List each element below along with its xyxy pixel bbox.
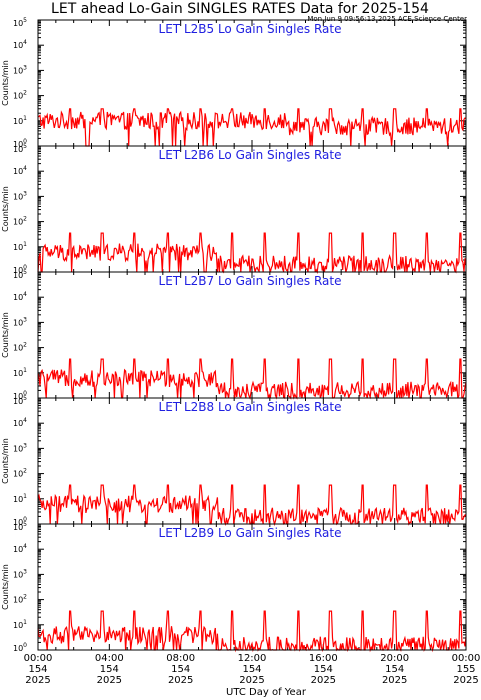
y-tick-label: 101 [13,241,27,252]
y-tick-label: 100 [13,264,27,275]
x-tick-label: 00:00 [24,653,53,664]
y-tick-label: 105 [13,17,27,28]
y-tick-label: 102 [13,216,27,227]
panel-5: 100 101 102 103 104 105 LET L2B9 Lo Gain Singl… [1,521,467,653]
panel-title: LET L2B7 Lo Gain Singles Rate [159,274,342,288]
y-axis-label: Counts/min [1,564,10,610]
y-tick-label: 105 [13,521,27,532]
x-tick-label: 08:00 [166,653,195,664]
panel-1: 100 101 102 103 104 105 LET L2B5 Lo Gain Singl… [1,17,467,149]
y-tick-label: 103 [13,316,27,327]
panel-4: 100 101 102 103 104 105 LET L2B8 Lo Gain Singl… [1,395,467,527]
panels: 100 101 102 103 104 105 LET L2B5 Lo Gain Singl… [1,17,467,653]
panel-frame [37,523,467,651]
y-tick-label: 103 [13,568,27,579]
panel-frame [37,145,467,273]
x-axis-title: UTC Day of Year [226,687,307,698]
panel-frame [37,271,467,399]
x-tick-label: 2025 [311,675,336,686]
x-axis: 00:00154202504:00154202508:00154202512:0… [24,653,481,686]
timestamp: Mon Jun 9 09:56:13 2025 ACE Science Cent… [307,15,467,23]
y-tick-label: 100 [13,516,27,527]
y-tick-label: 104 [13,417,27,428]
rate-trace-4 [37,484,467,527]
y-tick-label: 100 [13,138,27,149]
rate-trace-3 [37,358,467,400]
x-tick-label: 154 [100,664,119,675]
x-tick-label: 20:00 [380,653,409,664]
y-tick-label: 101 [13,367,27,378]
y-tick-label: 102 [13,594,27,605]
y-tick-label: 102 [13,342,27,353]
panel-title: LET L2B9 Lo Gain Singles Rate [159,526,342,540]
panel-3: 100 101 102 103 104 105 LET L2B7 Lo Gain Singl… [1,269,467,401]
rate-trace-1 [37,108,467,147]
x-tick-label: 04:00 [95,653,124,664]
x-tick-label: 12:00 [238,653,267,664]
x-tick-label: 154 [28,664,47,675]
y-axis-label: Counts/min [1,186,10,232]
y-axis-label: Counts/min [1,60,10,106]
y-tick-label: 105 [13,143,27,154]
y-tick-label: 100 [13,642,27,653]
figure-title: LET ahead Lo-Gain SINGLES RATES Data for… [51,1,429,17]
panel-frame [37,397,467,525]
y-tick-label: 104 [13,543,27,554]
y-tick-label: 101 [13,619,27,630]
panel-title: LET L2B5 Lo Gain Singles Rate [159,22,342,36]
rate-trace-5 [37,610,467,653]
rate-trace-2 [37,232,467,275]
x-tick-label: 16:00 [309,653,338,664]
x-tick-label: 2025 [97,675,122,686]
x-tick-label: 154 [242,664,261,675]
x-tick-label: 2025 [168,675,193,686]
y-axis-label: Counts/min [1,312,10,358]
y-tick-label: 104 [13,39,27,50]
y-tick-label: 102 [13,90,27,101]
y-tick-label: 101 [13,493,27,504]
y-tick-label: 105 [13,395,27,406]
y-tick-label: 103 [13,190,27,201]
x-tick-label: 00:00 [452,653,481,664]
panel-title: LET L2B6 Lo Gain Singles Rate [159,148,342,162]
y-tick-label: 105 [13,269,27,280]
y-tick-label: 103 [13,64,27,75]
y-tick-label: 102 [13,468,27,479]
x-tick-label: 2025 [453,675,478,686]
y-axis-label: Counts/min [1,438,10,484]
panel-title: LET L2B8 Lo Gain Singles Rate [159,400,342,414]
y-tick-label: 100 [13,390,27,401]
x-tick-label: 155 [456,664,475,675]
panel-2: 100 101 102 103 104 105 LET L2B6 Lo Gain Singl… [1,143,467,275]
x-tick-label: 2025 [382,675,407,686]
x-tick-label: 154 [314,664,333,675]
x-tick-label: 154 [385,664,404,675]
y-tick-label: 104 [13,291,27,302]
x-tick-label: 2025 [25,675,50,686]
x-tick-label: 2025 [239,675,264,686]
y-tick-label: 103 [13,442,27,453]
y-tick-label: 104 [13,165,27,176]
x-tick-label: 154 [171,664,190,675]
y-tick-label: 101 [13,115,27,126]
